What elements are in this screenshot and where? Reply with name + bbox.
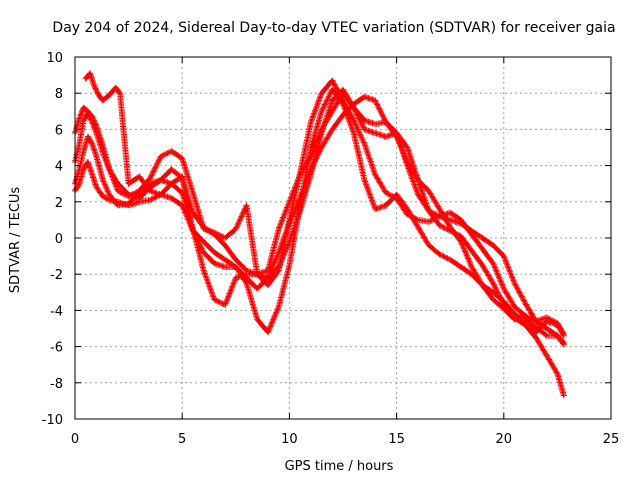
y-tick-label: 10 xyxy=(46,51,63,66)
x-tick-label: 25 xyxy=(603,432,620,447)
satellite-track-5 xyxy=(82,70,567,337)
y-tick-label: 0 xyxy=(55,232,63,247)
x-axis-label: GPS time / hours xyxy=(285,459,394,474)
data-point-markers xyxy=(82,70,567,337)
y-tick-label: -4 xyxy=(50,304,63,319)
x-tick-label: 20 xyxy=(496,432,513,447)
y-tick-label: -10 xyxy=(42,413,63,428)
y-tick-label: -6 xyxy=(50,341,63,356)
y-tick-label: -8 xyxy=(50,377,63,392)
chart-title: Day 204 of 2024, Sidereal Day-to-day VTE… xyxy=(52,20,615,36)
x-tick-label: 5 xyxy=(178,432,186,447)
y-axis-label: SDTVAR / TECUs xyxy=(8,187,23,294)
x-tick-label: 10 xyxy=(281,432,298,447)
x-tick-label: 0 xyxy=(71,432,79,447)
x-tick-label: 15 xyxy=(388,432,405,447)
y-tick-label: 4 xyxy=(55,160,63,175)
y-tick-label: 2 xyxy=(55,196,63,211)
axis-ticks: 0 5 10 15 20 25 -10 -8 -6 -4 -2 0 2 4 6 8 10 xyxy=(42,51,620,447)
y-tick-label: -2 xyxy=(50,268,63,283)
y-tick-label: 8 xyxy=(55,87,63,102)
y-tick-label: 6 xyxy=(55,123,63,138)
